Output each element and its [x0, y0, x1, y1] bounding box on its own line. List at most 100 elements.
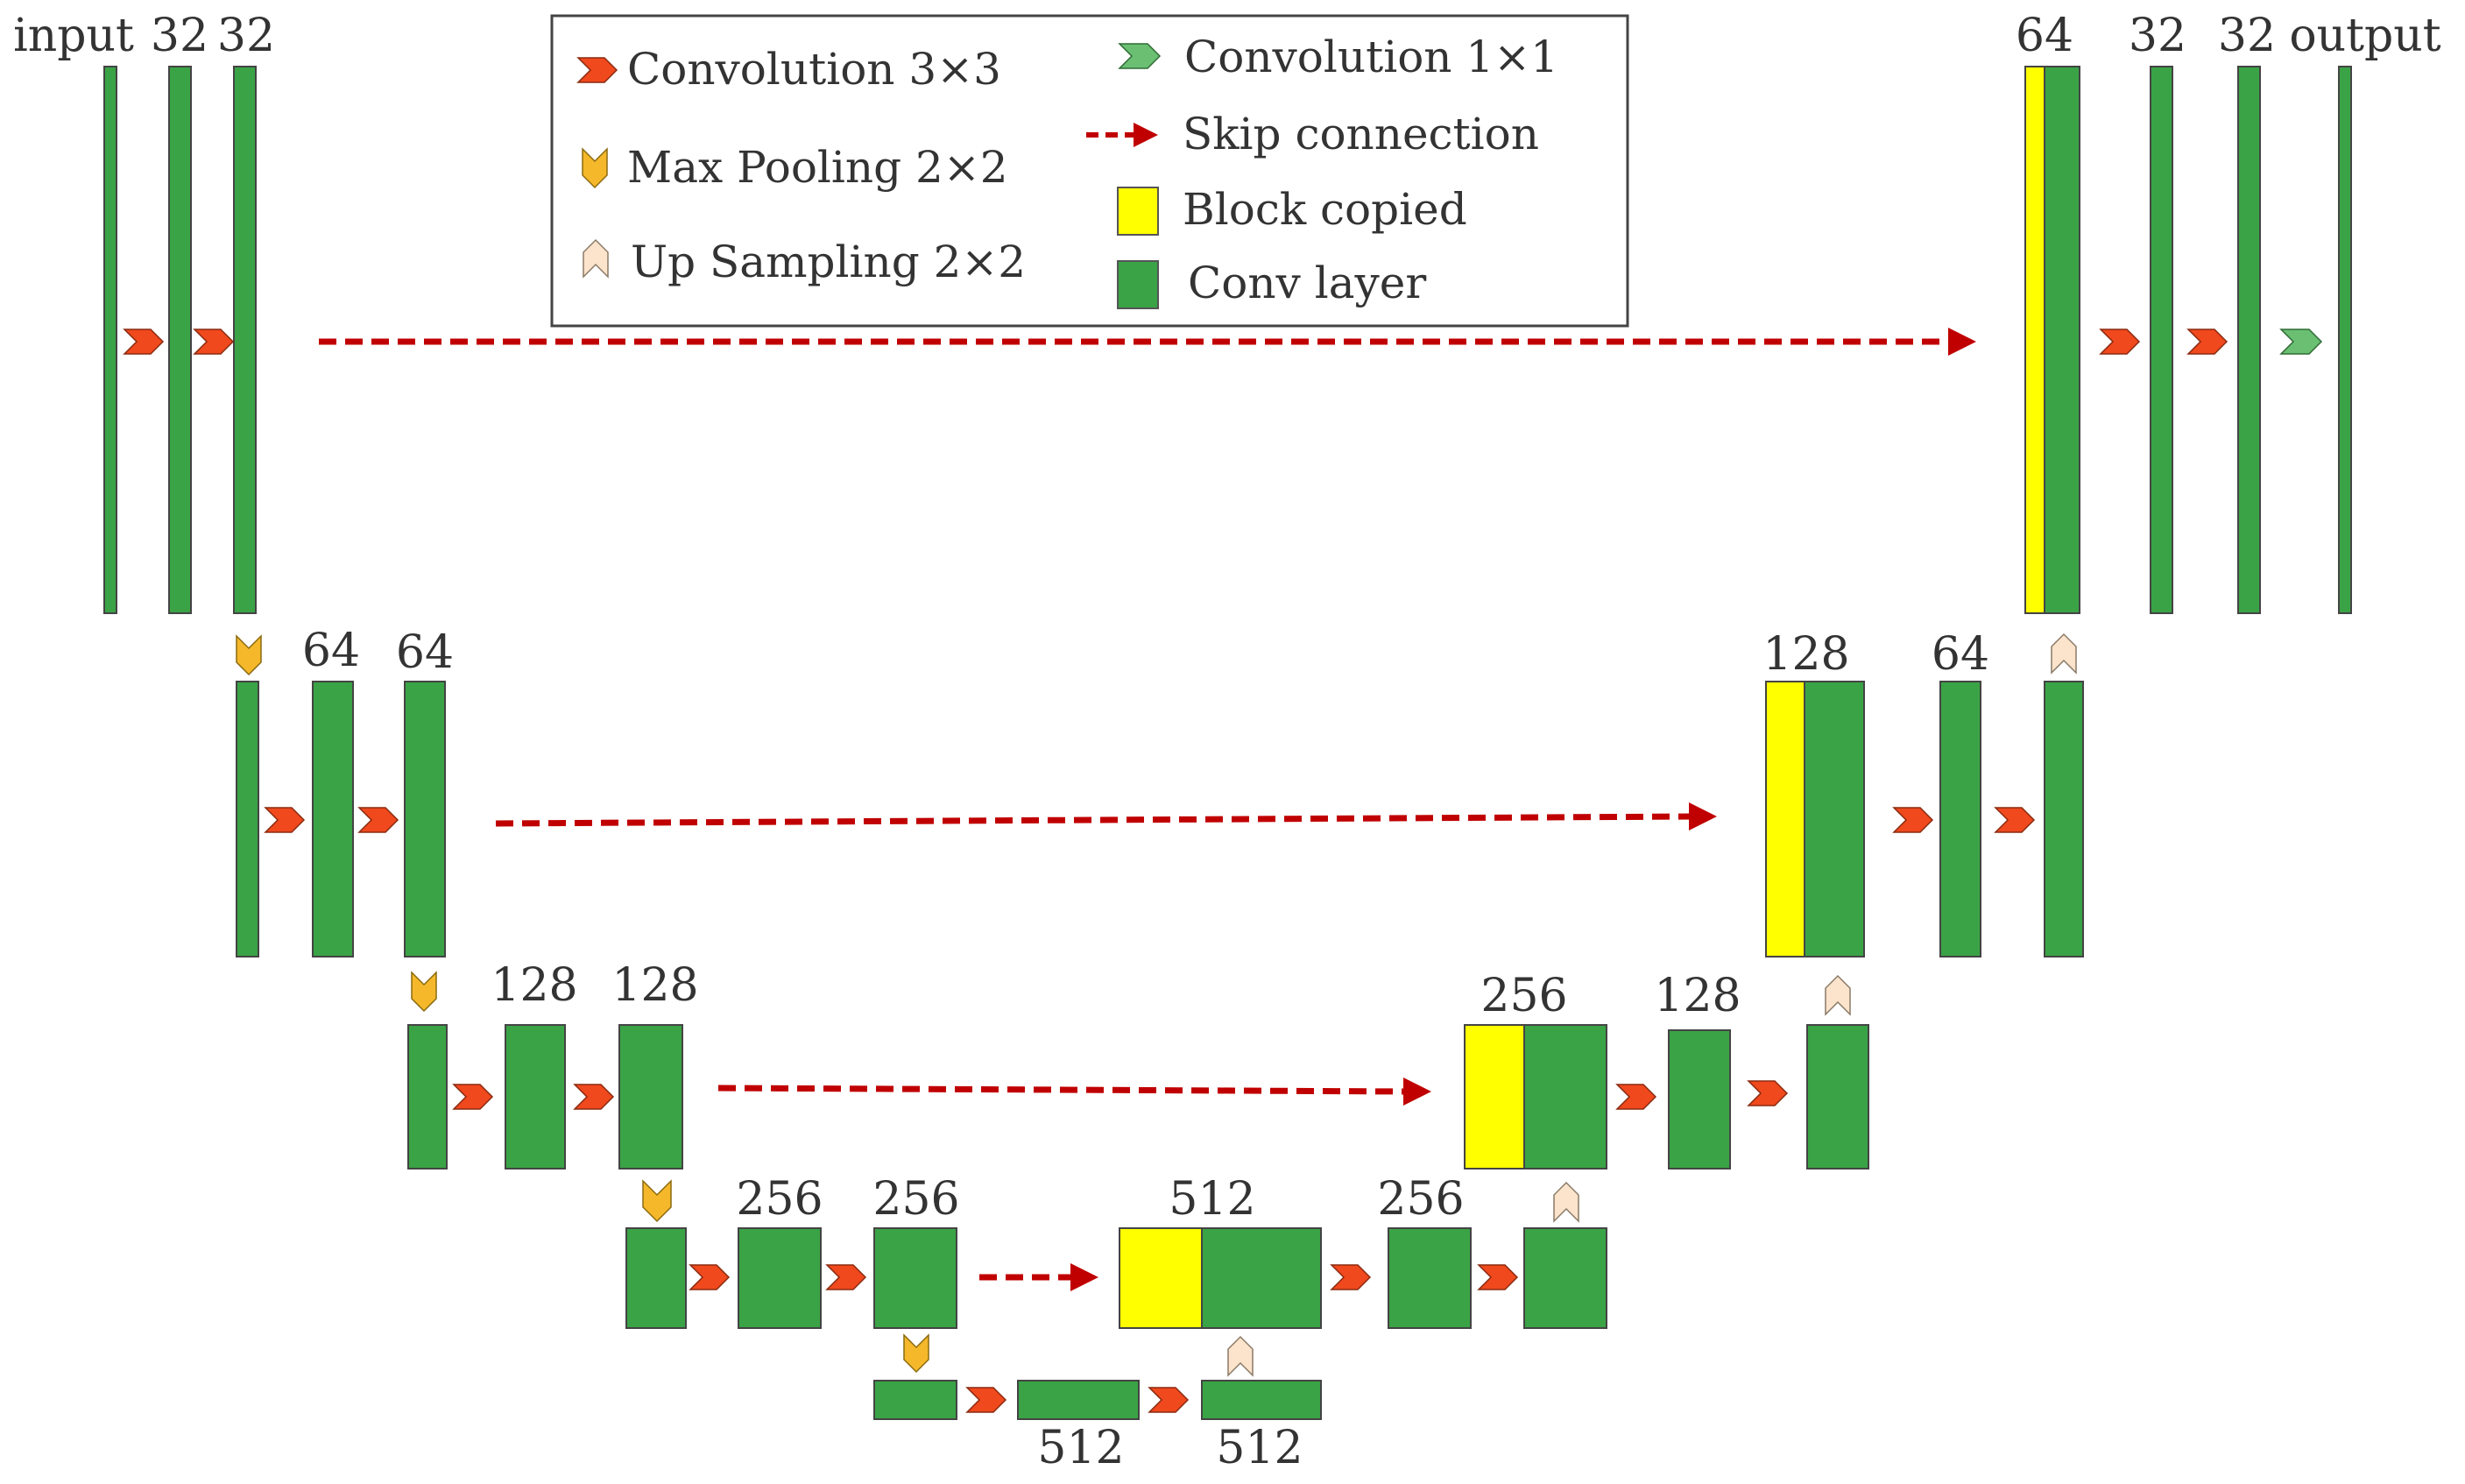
dec4-concat-label: 512: [1169, 1173, 1255, 1226]
level-1-decoder: 64 32 32 output: [2016, 10, 2441, 614]
block-copied-swatch: [1117, 187, 1159, 236]
legend-item-conv3x3: Convolution 3×3: [576, 44, 1001, 95]
level-3-encoder: 128 128: [407, 959, 699, 1170]
bottleneck-label-a: 512: [1037, 1422, 1124, 1474]
enc4-label-a: 256: [736, 1173, 823, 1226]
output-label: output: [2289, 10, 2440, 62]
up-sampling-icon: [2051, 632, 2077, 675]
conv1x1-arrow-icon: [1118, 43, 1162, 69]
skip-connection-2: [495, 813, 1693, 827]
skip-arrow-head-1: [1948, 328, 1976, 356]
enc1-label-b: 32: [217, 10, 275, 62]
legend-label-conv3x3: Convolution 3×3: [627, 44, 1001, 95]
conv-layer-512b: [1201, 1380, 1322, 1420]
conv-layer-128c: [1668, 1029, 1731, 1170]
conv3x3-arrows: [123, 329, 2228, 1413]
legend-item-conv-layer: Conv layer: [1117, 258, 1426, 309]
legend-label-block-copied: Block copied: [1183, 184, 1467, 235]
conv-layer-512-concat: [1201, 1227, 1322, 1329]
upsampled-layer-2: [2044, 681, 2084, 958]
up-sampling-markers: [1227, 632, 2077, 1377]
conv-layer-64c: [1939, 681, 1981, 958]
legend-item-max-pool: Max Pooling 2×2: [582, 142, 1008, 193]
up-sampling-icon: [1227, 1335, 1254, 1377]
legend-label-conv1x1: Convolution 1×1: [1184, 32, 1558, 82]
up-sampling-icon: [583, 238, 609, 279]
legend-label-skip: Skip connection: [1183, 109, 1539, 159]
conv3x3-arrow-icon: [1747, 1080, 1789, 1106]
skip-arrow-head-2: [1689, 802, 1717, 830]
conv3x3-arrow-icon: [264, 807, 306, 833]
pooled-layer-2: [236, 681, 259, 958]
pooled-layer-4: [625, 1227, 687, 1329]
conv-layer-256b: [873, 1227, 957, 1329]
dec4-conv-label: 256: [1377, 1173, 1464, 1226]
level-3-decoder: 256 128: [1464, 970, 1869, 1170]
enc1-label-a: 32: [151, 10, 208, 62]
block-copied-64: [2024, 66, 2045, 614]
conv3x3-arrow-icon: [1148, 1387, 1190, 1413]
bottleneck: 512 512: [873, 1380, 1322, 1474]
conv3x3-arrow-icon: [123, 329, 165, 355]
legend-item-block-copied: Block copied: [1117, 184, 1467, 236]
legend: Convolution 3×3 Max Pooling 2×2 Up Sampl…: [550, 14, 1629, 328]
max-pool-icon: [903, 1333, 929, 1374]
legend-item-conv1x1: Convolution 1×1: [1118, 32, 1558, 82]
conv-layer-128b: [618, 1024, 683, 1170]
conv3x3-arrow-icon: [2186, 329, 2228, 355]
conv3x3-arrow-icon: [1477, 1264, 1519, 1290]
pooled-layer-5: [873, 1380, 957, 1420]
up-sampling-icon: [1825, 974, 1851, 1016]
block-copied-128: [1765, 681, 1805, 958]
conv3x3-arrow-icon: [573, 1084, 615, 1110]
dec1-concat-label: 64: [2016, 10, 2073, 62]
upsampled-layer-4: [1523, 1227, 1607, 1329]
conv-layer-64-concat: [2044, 66, 2080, 614]
conv3x3-arrow-icon: [965, 1387, 1007, 1413]
conv-layer-32d: [2237, 66, 2261, 614]
conv1x1-arrow-icon: [2279, 329, 2323, 355]
legend-label-conv-layer: Conv layer: [1188, 258, 1426, 308]
max-pool-icon: [411, 971, 437, 1013]
level-4-encoder: 256 256: [625, 1173, 960, 1329]
input-layer: [103, 66, 117, 614]
enc3-label-a: 128: [491, 959, 577, 1012]
block-copied-512: [1119, 1227, 1203, 1329]
enc2-label-a: 64: [302, 625, 360, 677]
legend-item-up-sampling: Up Sampling 2×2: [583, 237, 1026, 287]
conv-layer-128a: [505, 1024, 566, 1170]
conv-layer-32a: [168, 66, 192, 614]
skip-connection-3: [717, 1085, 1408, 1095]
level-2-encoder: 64 64: [236, 625, 454, 958]
max-pool-icon: [582, 147, 608, 189]
conv3x3-arrow-icon: [193, 329, 235, 355]
legend-item-skip: Skip connection: [1086, 109, 1539, 159]
conv3x3-arrow-icon: [1330, 1264, 1372, 1290]
conv-layer-256c: [1388, 1227, 1472, 1329]
dec3-concat-label: 256: [1480, 970, 1567, 1022]
max-pool-icon: [642, 1179, 672, 1223]
conv-layer-256a: [738, 1227, 822, 1329]
max-pool-icon: [236, 634, 262, 676]
output-layer: [2338, 66, 2352, 614]
conv3x3-arrow-icon: [357, 807, 399, 833]
conv3x3-arrow-icon: [1892, 807, 1934, 833]
dec1-label-a: 32: [2129, 10, 2186, 62]
pooled-layer-3: [407, 1024, 448, 1170]
skip-arrow-head-4: [1070, 1263, 1098, 1291]
skip-connections: [319, 328, 1976, 1291]
upsampled-layer-3: [1806, 1024, 1869, 1170]
dec1-label-b: 32: [2218, 10, 2276, 62]
skip-arrow-head-3: [1403, 1078, 1431, 1106]
conv-layer-swatch: [1117, 260, 1159, 309]
conv3x3-arrow-icon: [1615, 1084, 1657, 1110]
conv-layer-64a: [312, 681, 354, 958]
conv3x3-arrow-icon: [689, 1264, 731, 1290]
legend-label-max-pool: Max Pooling 2×2: [627, 142, 1008, 193]
conv-layer-128-concat: [1804, 681, 1865, 958]
legend-label-up-sampling: Up Sampling 2×2: [631, 237, 1026, 287]
up-sampling-icon: [1553, 1181, 1579, 1223]
level-2-decoder: 128 64: [1762, 628, 2084, 958]
level-4-decoder: 512 256: [1119, 1173, 1607, 1329]
conv3x3-arrow-icon: [825, 1264, 867, 1290]
